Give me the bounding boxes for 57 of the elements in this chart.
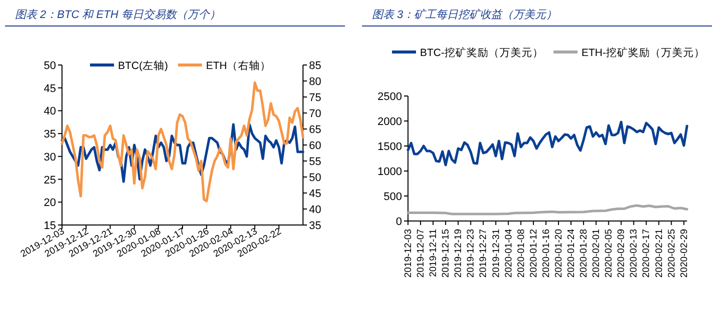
x-tick-label: 2020-02-21 xyxy=(654,229,665,278)
y-tick-label: 35 xyxy=(44,128,56,141)
line-series xyxy=(406,120,688,166)
y-tick-label: 1000 xyxy=(378,166,402,178)
x-tick-label: 2019-12-23 xyxy=(466,229,477,278)
x-tick-label: 2020-01-24 xyxy=(566,229,578,278)
x-tick-label: 2020-02-29 xyxy=(678,229,690,278)
chart-title: 图表 3：矿工每日挖矿收益（万美元） xyxy=(372,8,558,21)
legend-label: BTC(左轴) xyxy=(118,59,168,72)
y-tick-label: 15 xyxy=(44,220,56,232)
x-tick-label: 2020-02-09 xyxy=(616,229,628,278)
y2-tick-label: 80 xyxy=(309,76,322,88)
y-tick-label: 0 xyxy=(396,216,402,228)
line-series xyxy=(60,81,304,202)
y2-tick-label: 40 xyxy=(309,204,322,216)
x-tick-label: 2019-12-19 xyxy=(453,229,464,278)
y2-tick-label: 45 xyxy=(309,188,322,200)
line-series xyxy=(406,204,688,216)
x-tick-label: 2020-01-04 xyxy=(503,229,514,278)
y2-tick-label: 35 xyxy=(309,220,322,232)
y-tick-label: 2500 xyxy=(378,91,402,103)
y2-tick-label: 70 xyxy=(309,108,322,120)
x-tick-label: 2020-01-16 xyxy=(540,229,552,278)
y2-tick-label: 50 xyxy=(309,172,322,184)
y-tick-label: 50 xyxy=(44,60,56,72)
x-tick-label: 2019-12-11 xyxy=(428,229,440,277)
legend-label: ETH（右轴） xyxy=(206,59,271,72)
x-tick-label: 2020-01-20 xyxy=(553,229,564,278)
y-tick-label: 45 xyxy=(44,82,56,95)
y2-tick-label: 60 xyxy=(309,140,322,152)
y2-tick-label: 85 xyxy=(309,60,322,72)
legend-label: ETH-挖矿奖励（万美元） xyxy=(582,46,705,59)
y-tick-label: 30 xyxy=(44,151,56,164)
y2-tick-label: 65 xyxy=(309,124,322,136)
x-tick-label: 2020-02-25 xyxy=(666,229,678,278)
x-tick-label: 2019-12-03 xyxy=(403,229,414,278)
y2-tick-label: 75 xyxy=(309,92,322,104)
x-tick-label: 2020-01-28 xyxy=(578,229,590,278)
y-tick-label: 40 xyxy=(44,106,56,118)
y-tick-label: 2000 xyxy=(378,116,402,128)
x-tick-label: 2020-02-01 xyxy=(591,229,602,278)
y-tick-label: 20 xyxy=(44,197,56,210)
x-tick-label: 2020-01-08 xyxy=(516,229,527,278)
y2-tick-label: 55 xyxy=(309,156,322,168)
y-tick-label: 500 xyxy=(384,191,402,203)
x-tick-label: 2019-12-31 xyxy=(490,229,502,278)
x-tick-label: 2020-02-13 xyxy=(628,229,640,278)
x-tick-label: 2019-12-07 xyxy=(416,229,427,278)
legend-label: BTC-挖矿奖励（万美元） xyxy=(420,46,544,59)
x-tick-label: 2020-02-05 xyxy=(604,229,615,278)
x-tick-label: 2020-02-17 xyxy=(641,229,652,278)
x-tick-label: 2019-12-27 xyxy=(478,229,490,278)
chart-title: 图表 2：BTC 和 ETH 每日交易数（万个） xyxy=(15,8,220,21)
x-tick-label: 2020-01-12 xyxy=(528,229,540,278)
x-tick-label: 2019-12-15 xyxy=(440,229,452,278)
y-tick-label: 25 xyxy=(44,174,56,186)
y-tick-label: 1500 xyxy=(378,141,402,153)
